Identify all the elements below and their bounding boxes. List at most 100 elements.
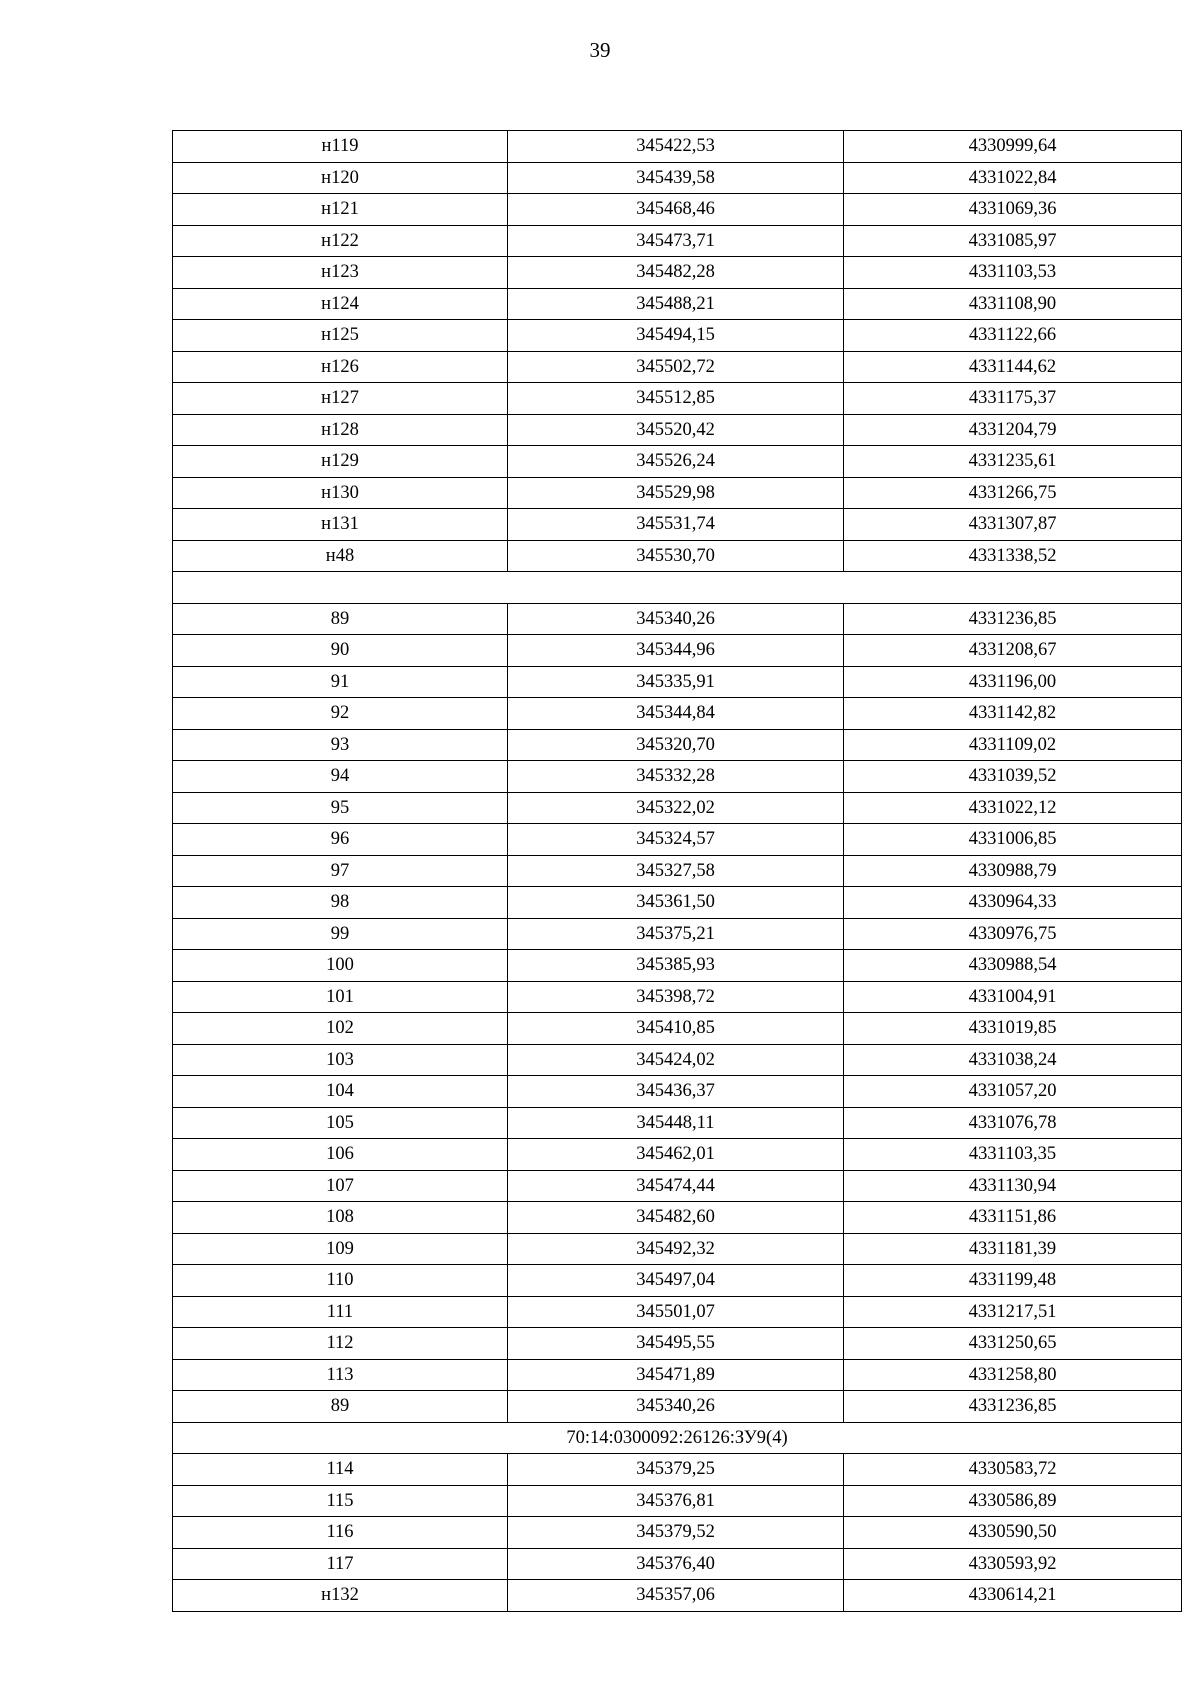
x-coordinate-cell: 345361,50 bbox=[507, 886, 844, 919]
y-coordinate-cell: 4331022,12 bbox=[843, 791, 1182, 824]
y-coordinate-cell: 4331250,65 bbox=[843, 1327, 1182, 1360]
point-number-cell: 101 bbox=[172, 980, 508, 1013]
table-row: 91 345335,91 4331196,00 bbox=[172, 665, 1182, 698]
point-number-cell: 116 bbox=[172, 1516, 508, 1549]
x-coordinate-cell: 345488,21 bbox=[507, 287, 844, 320]
table-row: 103 345424,02 4331038,24 bbox=[172, 1043, 1182, 1076]
y-coordinate-cell: 4331258,80 bbox=[843, 1358, 1182, 1391]
table-row: н121 345468,46 4331069,36 bbox=[172, 193, 1182, 226]
point-number-cell: 90 bbox=[172, 634, 508, 667]
x-coordinate-cell: 345410,85 bbox=[507, 1012, 844, 1045]
x-coordinate-cell: 345462,01 bbox=[507, 1138, 844, 1171]
table-row: 105 345448,11 4331076,78 bbox=[172, 1106, 1182, 1139]
section-header-row: 70:14:0300092:26126:ЗУ9(4) bbox=[172, 1421, 1182, 1454]
point-number-cell: 115 bbox=[172, 1484, 508, 1517]
point-number-cell: н130 bbox=[172, 476, 508, 509]
y-coordinate-cell: 4331103,53 bbox=[843, 256, 1182, 289]
y-coordinate-cell: 4330964,33 bbox=[843, 886, 1182, 919]
x-coordinate-cell: 345448,11 bbox=[507, 1106, 844, 1139]
y-coordinate-cell: 4331208,67 bbox=[843, 634, 1182, 667]
table-row: 101 345398,72 4331004,91 bbox=[172, 980, 1182, 1013]
x-coordinate-cell: 345531,74 bbox=[507, 508, 844, 541]
x-coordinate-cell: 345422,53 bbox=[507, 130, 844, 163]
table-row: 89 345340,26 4331236,85 bbox=[172, 1390, 1182, 1423]
x-coordinate-cell: 345335,91 bbox=[507, 665, 844, 698]
y-coordinate-cell: 4331039,52 bbox=[843, 760, 1182, 793]
point-number-cell: 89 bbox=[172, 1390, 508, 1423]
point-number-cell: 113 bbox=[172, 1358, 508, 1391]
x-coordinate-cell: 345322,02 bbox=[507, 791, 844, 824]
point-number-cell: 91 bbox=[172, 665, 508, 698]
point-number-cell: н48 bbox=[172, 539, 508, 572]
x-coordinate-cell: 345502,72 bbox=[507, 350, 844, 383]
table-row: 100 345385,93 4330988,54 bbox=[172, 949, 1182, 982]
x-coordinate-cell: 345332,28 bbox=[507, 760, 844, 793]
table-row: 116 345379,52 4330590,50 bbox=[172, 1516, 1182, 1549]
point-number-cell: н119 bbox=[172, 130, 508, 163]
y-coordinate-cell: 4330999,64 bbox=[843, 130, 1182, 163]
y-coordinate-cell: 4331175,37 bbox=[843, 382, 1182, 415]
table-row: 102 345410,85 4331019,85 bbox=[172, 1012, 1182, 1045]
y-coordinate-cell: 4331004,91 bbox=[843, 980, 1182, 1013]
x-coordinate-cell: 345482,60 bbox=[507, 1201, 844, 1234]
point-number-cell: 94 bbox=[172, 760, 508, 793]
table-row: н48 345530,70 4331338,52 bbox=[172, 539, 1182, 572]
x-coordinate-cell: 345468,46 bbox=[507, 193, 844, 226]
point-number-cell: 108 bbox=[172, 1201, 508, 1234]
point-number-cell: 112 bbox=[172, 1327, 508, 1360]
x-coordinate-cell: 345385,93 bbox=[507, 949, 844, 982]
table-row: 95 345322,02 4331022,12 bbox=[172, 791, 1182, 824]
x-coordinate-cell: 345492,32 bbox=[507, 1232, 844, 1265]
page-number: 39 bbox=[589, 38, 611, 62]
y-coordinate-cell: 4331019,85 bbox=[843, 1012, 1182, 1045]
table-row: 106 345462,01 4331103,35 bbox=[172, 1138, 1182, 1171]
x-coordinate-cell: 345376,81 bbox=[507, 1484, 844, 1517]
point-number-cell: 110 bbox=[172, 1264, 508, 1297]
x-coordinate-cell: 345471,89 bbox=[507, 1358, 844, 1391]
x-coordinate-cell: 345501,07 bbox=[507, 1295, 844, 1328]
table-row: 108 345482,60 4331151,86 bbox=[172, 1201, 1182, 1234]
y-coordinate-cell: 4331235,61 bbox=[843, 445, 1182, 478]
table-row: 113 345471,89 4331258,80 bbox=[172, 1358, 1182, 1391]
point-number-cell: 98 bbox=[172, 886, 508, 919]
table-row: н128 345520,42 4331204,79 bbox=[172, 413, 1182, 446]
y-coordinate-cell: 4331142,82 bbox=[843, 697, 1182, 730]
point-number-cell: 93 bbox=[172, 728, 508, 761]
point-number-cell: н122 bbox=[172, 224, 508, 257]
x-coordinate-cell: 345526,24 bbox=[507, 445, 844, 478]
table-row: н129 345526,24 4331235,61 bbox=[172, 445, 1182, 478]
x-coordinate-cell: 345324,57 bbox=[507, 823, 844, 856]
table-row: 109 345492,32 4331181,39 bbox=[172, 1232, 1182, 1265]
table-row: н126 345502,72 4331144,62 bbox=[172, 350, 1182, 383]
y-coordinate-cell: 4331266,75 bbox=[843, 476, 1182, 509]
table-row: 110 345497,04 4331199,48 bbox=[172, 1264, 1182, 1297]
y-coordinate-cell: 4331236,85 bbox=[843, 602, 1182, 635]
x-coordinate-cell: 345439,58 bbox=[507, 161, 844, 194]
x-coordinate-cell: 345398,72 bbox=[507, 980, 844, 1013]
table-row: 104 345436,37 4331057,20 bbox=[172, 1075, 1182, 1108]
table-row: н120 345439,58 4331022,84 bbox=[172, 161, 1182, 194]
x-coordinate-cell: 345320,70 bbox=[507, 728, 844, 761]
table-row: 112 345495,55 4331250,65 bbox=[172, 1327, 1182, 1360]
table-row: 93 345320,70 4331109,02 bbox=[172, 728, 1182, 761]
y-coordinate-cell: 4331130,94 bbox=[843, 1169, 1182, 1202]
x-coordinate-cell: 345495,55 bbox=[507, 1327, 844, 1360]
y-coordinate-cell: 4330976,75 bbox=[843, 917, 1182, 950]
table-row: 99 345375,21 4330976,75 bbox=[172, 917, 1182, 950]
y-coordinate-cell: 4331022,84 bbox=[843, 161, 1182, 194]
y-coordinate-cell: 4330614,21 bbox=[843, 1579, 1182, 1612]
coordinates-table-body: н119 345422,53 4330999,64 н120 345439,58 4331… bbox=[172, 130, 1182, 1612]
x-coordinate-cell: 345344,84 bbox=[507, 697, 844, 730]
point-number-cell: 104 bbox=[172, 1075, 508, 1108]
point-number-cell: н123 bbox=[172, 256, 508, 289]
point-number-cell: 117 bbox=[172, 1547, 508, 1580]
table-row: 89 345340,26 4331236,85 bbox=[172, 602, 1182, 635]
table-row: 111 345501,07 4331217,51 bbox=[172, 1295, 1182, 1328]
point-number-cell: 95 bbox=[172, 791, 508, 824]
y-coordinate-cell: 4331338,52 bbox=[843, 539, 1182, 572]
y-coordinate-cell: 4330583,72 bbox=[843, 1453, 1182, 1486]
y-coordinate-cell: 4331038,24 bbox=[843, 1043, 1182, 1076]
x-coordinate-cell: 345340,26 bbox=[507, 1390, 844, 1423]
point-number-cell: н128 bbox=[172, 413, 508, 446]
table-row: н124 345488,21 4331108,90 bbox=[172, 287, 1182, 320]
